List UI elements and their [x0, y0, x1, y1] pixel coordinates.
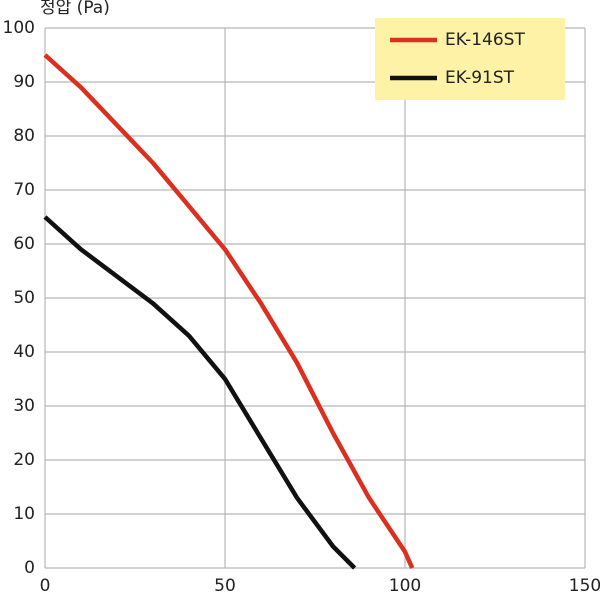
legend-box [375, 18, 565, 100]
y-tick-label: 100 [3, 18, 35, 38]
y-tick-label: 10 [13, 504, 35, 524]
y-tick-label: 50 [13, 288, 35, 308]
y-tick-label: 0 [24, 558, 35, 578]
y-tick-label: 80 [13, 126, 35, 146]
x-tick-label: 0 [40, 576, 51, 596]
y-tick-label: 90 [13, 72, 35, 92]
y-tick-label: 60 [13, 234, 35, 254]
y-tick-label: 70 [13, 180, 35, 200]
x-tick-label: 50 [214, 576, 236, 596]
series-line [43, 215, 357, 570]
y-tick-label: 30 [13, 396, 35, 416]
y-tick-label: 20 [13, 450, 35, 470]
y-tick-label: 40 [13, 342, 35, 362]
legend-label: EK-146ST [445, 30, 525, 50]
y-axis-label: 정압 (Pa) [40, 0, 110, 18]
x-tick-label: 150 [569, 576, 600, 596]
x-tick-label: 100 [389, 576, 421, 596]
legend-label: EK-91ST [445, 68, 515, 88]
series-line [43, 53, 415, 569]
